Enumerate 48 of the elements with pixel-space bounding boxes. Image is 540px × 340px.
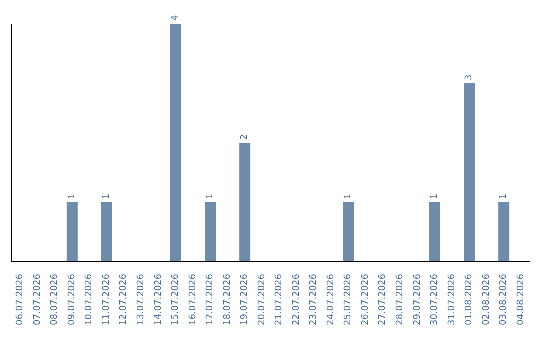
x-tick-label: 19.07.2026 <box>240 274 250 326</box>
bar <box>430 202 441 262</box>
x-tick-label: 17.07.2026 <box>206 274 216 326</box>
x-tick-label: 07.07.2026 <box>32 274 43 326</box>
x-tick-label: 12.07.2026 <box>119 274 130 326</box>
x-tick-label: 22.07.2026 <box>292 274 302 326</box>
x-tick-label: 28.07.2026 <box>396 274 406 326</box>
data-label: 2 <box>240 134 250 140</box>
data-label: 3 <box>464 74 475 80</box>
x-tick-label: 08.07.2026 <box>50 274 60 326</box>
bar <box>205 202 216 262</box>
data-label: 1 <box>206 194 216 200</box>
x-tick-label: 03.08.2026 <box>499 274 510 326</box>
x-tick-label: 01.08.2026 <box>464 274 475 326</box>
x-tick-label: 26.07.2026 <box>360 274 371 326</box>
x-tick-label: 24.07.2026 <box>326 274 336 326</box>
x-tick-label: 27.07.2026 <box>378 274 388 326</box>
x-tick-label: 25.07.2026 <box>344 274 354 326</box>
x-tick-label: 15.07.2026 <box>171 274 182 326</box>
x-tick-label: 13.07.2026 <box>136 274 146 326</box>
bar <box>101 202 112 262</box>
bar <box>498 202 510 262</box>
x-tick-label: 31.07.2026 <box>447 274 458 326</box>
data-label: 1 <box>102 194 112 200</box>
x-tick-label: 30.07.2026 <box>430 274 440 326</box>
x-tick-label: 10.07.2026 <box>84 274 95 326</box>
bar <box>343 202 354 262</box>
x-tick-label: 02.08.2026 <box>482 274 492 326</box>
x-tick-label: 20.07.2026 <box>257 274 268 326</box>
x-tick-label: 23.07.2026 <box>309 274 320 326</box>
x-tick-label: 29.07.2026 <box>412 274 423 326</box>
bar <box>464 84 476 262</box>
bar <box>170 24 182 262</box>
data-label: 4 <box>171 15 182 21</box>
x-tick-label: 21.07.2026 <box>274 274 285 326</box>
data-label: 1 <box>499 194 510 200</box>
data-label: 1 <box>344 194 354 200</box>
x-tick-label: 06.07.2026 <box>16 274 26 326</box>
x-tick-label: 11.07.2026 <box>102 274 112 326</box>
x-tick-label: 09.07.2026 <box>67 274 78 326</box>
x-tick-label: 16.07.2026 <box>188 274 198 326</box>
data-label: 1 <box>430 194 440 200</box>
x-tick-label: 14.07.2026 <box>154 274 164 326</box>
bar <box>240 143 251 262</box>
data-label: 1 <box>67 194 78 200</box>
x-tick-label: 04.08.2026 <box>516 274 526 326</box>
x-tick-label: 18.07.2026 <box>222 274 233 326</box>
bar <box>66 202 78 262</box>
